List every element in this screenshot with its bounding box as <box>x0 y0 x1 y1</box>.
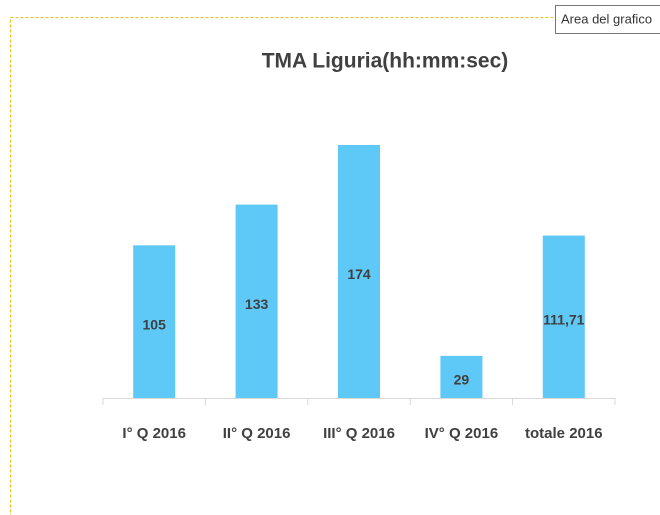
bar <box>542 235 585 398</box>
x-tick-label: IV° Q 2016 <box>425 425 499 442</box>
data-label: 133 <box>245 296 269 312</box>
data-label: 105 <box>143 316 167 332</box>
data-label: 111,71 <box>543 311 584 327</box>
chart-title: TMA Liguria(hh:mm:sec) <box>262 50 509 73</box>
tooltip-box <box>555 5 660 34</box>
chart-area-border <box>10 17 660 515</box>
x-tick-label: totale 2016 <box>525 425 603 442</box>
bar <box>440 355 483 398</box>
data-label: 29 <box>454 372 470 388</box>
bar <box>338 145 380 398</box>
x-tick-label: III° Q 2016 <box>323 425 395 442</box>
data-label: 174 <box>347 266 371 282</box>
tooltip: Area del grafico <box>561 11 652 26</box>
bar <box>235 204 278 398</box>
x-tick-label: I° Q 2016 <box>122 425 186 442</box>
bar <box>133 245 176 398</box>
x-tick-label: II° Q 2016 <box>223 425 291 442</box>
